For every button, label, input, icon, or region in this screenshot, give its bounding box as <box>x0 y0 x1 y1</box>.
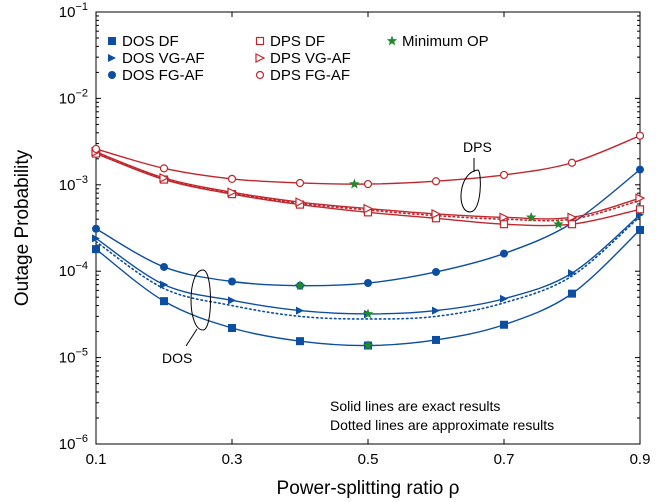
series-layer <box>95 135 641 347</box>
data-point-dos-df <box>228 324 236 333</box>
legend-label: DPS FG-AF <box>270 67 350 84</box>
data-point-dos-df <box>92 245 100 254</box>
markers-layer <box>91 131 646 350</box>
data-point-dps-vg-af <box>499 212 510 223</box>
data-point-dps-fg-af <box>227 174 237 184</box>
data-point-dos-vg-af <box>296 306 304 315</box>
dos-leader-line <box>185 328 198 347</box>
legend-label: Minimum OP <box>402 33 489 50</box>
data-point-dos-vg-af <box>432 306 440 315</box>
minimum-op-marker <box>362 308 374 319</box>
legend-entry: Minimum OP <box>386 33 489 50</box>
data-point-dos-vg-af <box>92 234 100 243</box>
legend-marker <box>108 37 116 45</box>
data-point-dos-df <box>160 297 168 306</box>
dps-bracket-ellipse <box>460 169 481 213</box>
data-point-dos-vg-af <box>228 296 236 305</box>
legend-marker <box>255 53 266 63</box>
legend-marker <box>255 36 265 46</box>
data-point-dos-fg-af <box>228 277 236 286</box>
data-point-dps-vg-af <box>363 203 374 214</box>
minimum-op-marker <box>362 340 374 350</box>
minimum-op-marker <box>294 280 306 291</box>
data-point-dps-fg-af <box>635 131 645 140</box>
legend-label: DOS VG-AF <box>122 50 205 67</box>
x-tick-label: 0.1 <box>86 451 107 468</box>
legend-entry: DPS FG-AF <box>255 67 350 84</box>
legend-label: DPS DF <box>270 33 325 50</box>
y-tick-label: 10−1 <box>59 1 88 21</box>
data-point-dps-vg-af <box>635 193 646 204</box>
data-point-dos-df <box>636 225 644 234</box>
legend-label: DOS FG-AF <box>122 67 204 84</box>
y-tick-label: 10−4 <box>59 260 88 280</box>
data-point-dos-fg-af <box>92 224 100 233</box>
data-point-dos-df <box>568 289 576 298</box>
legend-entry: DPS DF <box>255 33 325 50</box>
dos-bracket-ellipse <box>190 269 211 331</box>
minimum-op-marker <box>349 178 360 189</box>
data-point-dos-vg-af <box>160 280 168 289</box>
legend-label: DOS DF <box>122 33 179 50</box>
legend-entry: DOS FG-AF <box>108 67 204 84</box>
data-point-dos-vg-af <box>500 294 508 303</box>
data-point-dps-fg-af <box>159 164 169 173</box>
legend-marker <box>108 71 116 79</box>
x-tick-label: 0.9 <box>630 451 651 468</box>
y-tick-label: 10−2 <box>59 87 88 107</box>
data-point-dps-fg-af <box>295 178 305 188</box>
data-point-dps-fg-af <box>499 170 509 180</box>
minimum-op-marker <box>553 218 564 229</box>
axis-ticks: 0.1 0.3 0.5 0.7 0.9 10−6 10−5 10−4 10−3 10−2 10−1 <box>59 1 651 468</box>
data-point-dps-fg-af <box>431 177 441 186</box>
x-tick-label: 0.3 <box>222 451 243 468</box>
series-line-dos-vg-af <box>95 214 641 315</box>
data-point-dos-fg-af <box>432 267 440 276</box>
x-tick-label: 0.5 <box>358 451 379 468</box>
data-point-dps-df <box>635 205 645 214</box>
x-axis-title: Power-splitting ratio ρ <box>277 478 460 499</box>
data-point-dps-fg-af <box>567 158 577 167</box>
dos-label: DOS <box>162 350 192 366</box>
data-point-dps-vg-af <box>431 208 442 219</box>
note-approximate: Dotted lines are approximate results <box>330 417 554 433</box>
series-line-dos-df <box>95 229 641 347</box>
data-point-dos-df <box>296 337 304 346</box>
legend-entry: DPS VG-AF <box>255 50 351 67</box>
data-point-dos-fg-af <box>636 165 644 174</box>
y-axis-title: Outage Probability <box>12 149 33 306</box>
data-point-dps-df <box>499 220 509 229</box>
dps-label: DPS <box>463 139 492 155</box>
y-tick-label: 10−3 <box>59 174 88 194</box>
legend-marker <box>386 35 398 46</box>
data-point-dps-vg-af <box>227 187 238 198</box>
legend-entry: DOS DF <box>108 33 179 50</box>
minimum-op-marker <box>525 211 537 222</box>
legend-entry: DOS VG-AF <box>108 50 205 67</box>
legend-label: DPS VG-AF <box>270 50 351 67</box>
data-point-dos-df <box>500 320 508 329</box>
data-point-dos-fg-af <box>364 279 372 288</box>
data-point-dps-fg-af <box>363 179 373 189</box>
legend-marker <box>108 54 116 62</box>
x-tick-label: 0.7 <box>494 451 515 468</box>
series-line-dps-fg-af <box>95 135 641 185</box>
approx-line-dos-vg-af <box>95 215 641 320</box>
data-point-dps-vg-af <box>567 212 578 223</box>
annotations: DPS DOS Solid lines are exact results Do… <box>162 139 554 433</box>
data-point-dps-vg-af <box>159 172 170 183</box>
data-point-dos-fg-af <box>160 262 168 271</box>
data-point-dps-fg-af <box>91 144 101 154</box>
data-point-dos-vg-af <box>568 269 576 278</box>
data-point-dos-fg-af <box>500 249 508 258</box>
data-point-dos-df <box>432 335 440 344</box>
y-tick-label: 10−6 <box>59 433 88 453</box>
note-exact: Solid lines are exact results <box>330 398 500 414</box>
data-point-dps-df <box>567 220 577 229</box>
y-tick-label: 10−5 <box>59 347 88 367</box>
data-point-dps-vg-af <box>295 197 306 208</box>
legend-marker <box>255 70 265 80</box>
